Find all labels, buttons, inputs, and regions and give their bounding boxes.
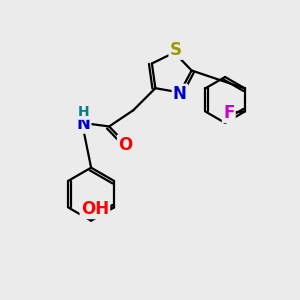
Text: S: S xyxy=(170,40,182,58)
Text: O: O xyxy=(118,136,133,154)
Text: OH: OH xyxy=(81,200,109,218)
Text: F: F xyxy=(223,104,235,122)
Text: H: H xyxy=(77,105,89,119)
Text: N: N xyxy=(173,85,187,103)
Text: N: N xyxy=(76,115,90,133)
